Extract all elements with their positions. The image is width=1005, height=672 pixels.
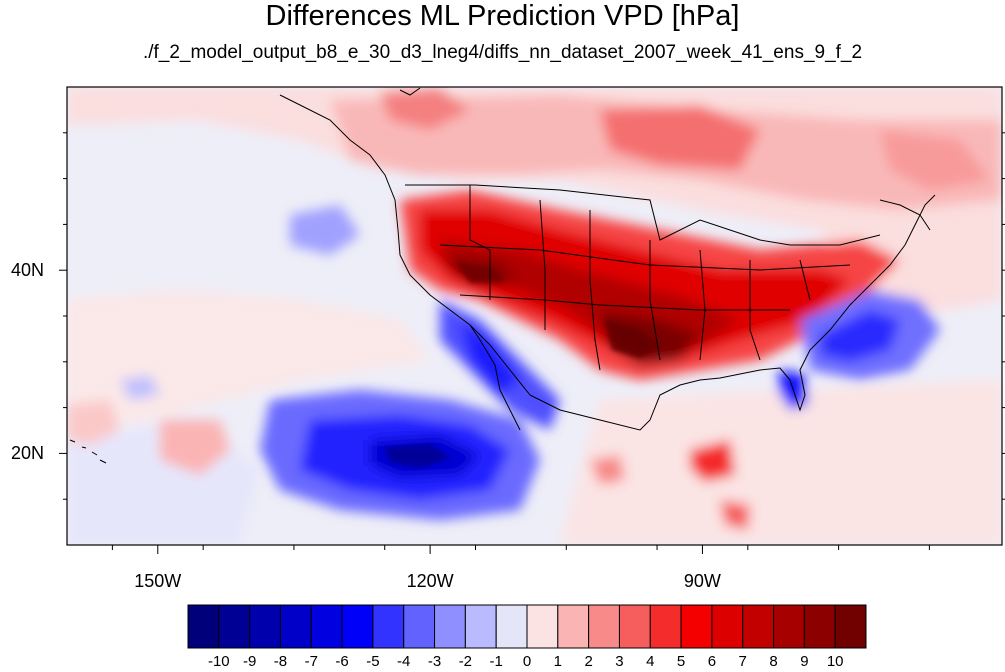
map-plot (59, 86, 1005, 554)
lon-tick-label: 90W (683, 571, 721, 591)
colorbar-label: 2 (584, 653, 593, 670)
colorbar-label: 9 (800, 653, 809, 670)
colorbar-label: -4 (397, 653, 411, 670)
lon-ticks (111, 545, 930, 554)
lat-tick-label: 40N (10, 260, 44, 281)
lon-tick-label: 120W (406, 571, 454, 591)
colorbar-label: 4 (646, 653, 655, 670)
colorbar-label: 8 (769, 653, 778, 670)
colorbar-label: 5 (676, 653, 686, 670)
colorbar-label: -6 (335, 653, 349, 670)
colorbar-label: 1 (553, 653, 562, 670)
colorbar-label: 3 (615, 653, 624, 670)
hawaii-islands (69, 439, 107, 464)
map-field (67, 87, 1002, 545)
colorbar-label: -9 (242, 653, 257, 670)
colorbar-label: 6 (707, 653, 717, 670)
colorbar-label: -1 (489, 653, 503, 670)
colorbar-label: -7 (304, 653, 318, 670)
coastlines (279, 87, 936, 431)
colorbar-label: 10 (826, 653, 844, 670)
map-subtitle: ./f_2_model_output_b8_e_30_d3_lneg4/diff… (142, 42, 863, 63)
lat-tick-label: 20N (10, 443, 44, 464)
colorbar-label: 7 (738, 653, 747, 670)
lon-tick-label: 150W (134, 571, 182, 591)
colorbar-label: -3 (427, 653, 442, 670)
colorbar-label: -2 (458, 653, 473, 670)
lat-ticks (59, 132, 1005, 500)
colorbar-label: -5 (366, 653, 380, 670)
colorbar-label: -8 (273, 653, 288, 670)
colorbar-label: 0 (522, 653, 532, 670)
colorbar-label: -10 (207, 653, 230, 670)
map-title: Differences ML Prediction VPD [hPa] (265, 0, 740, 32)
